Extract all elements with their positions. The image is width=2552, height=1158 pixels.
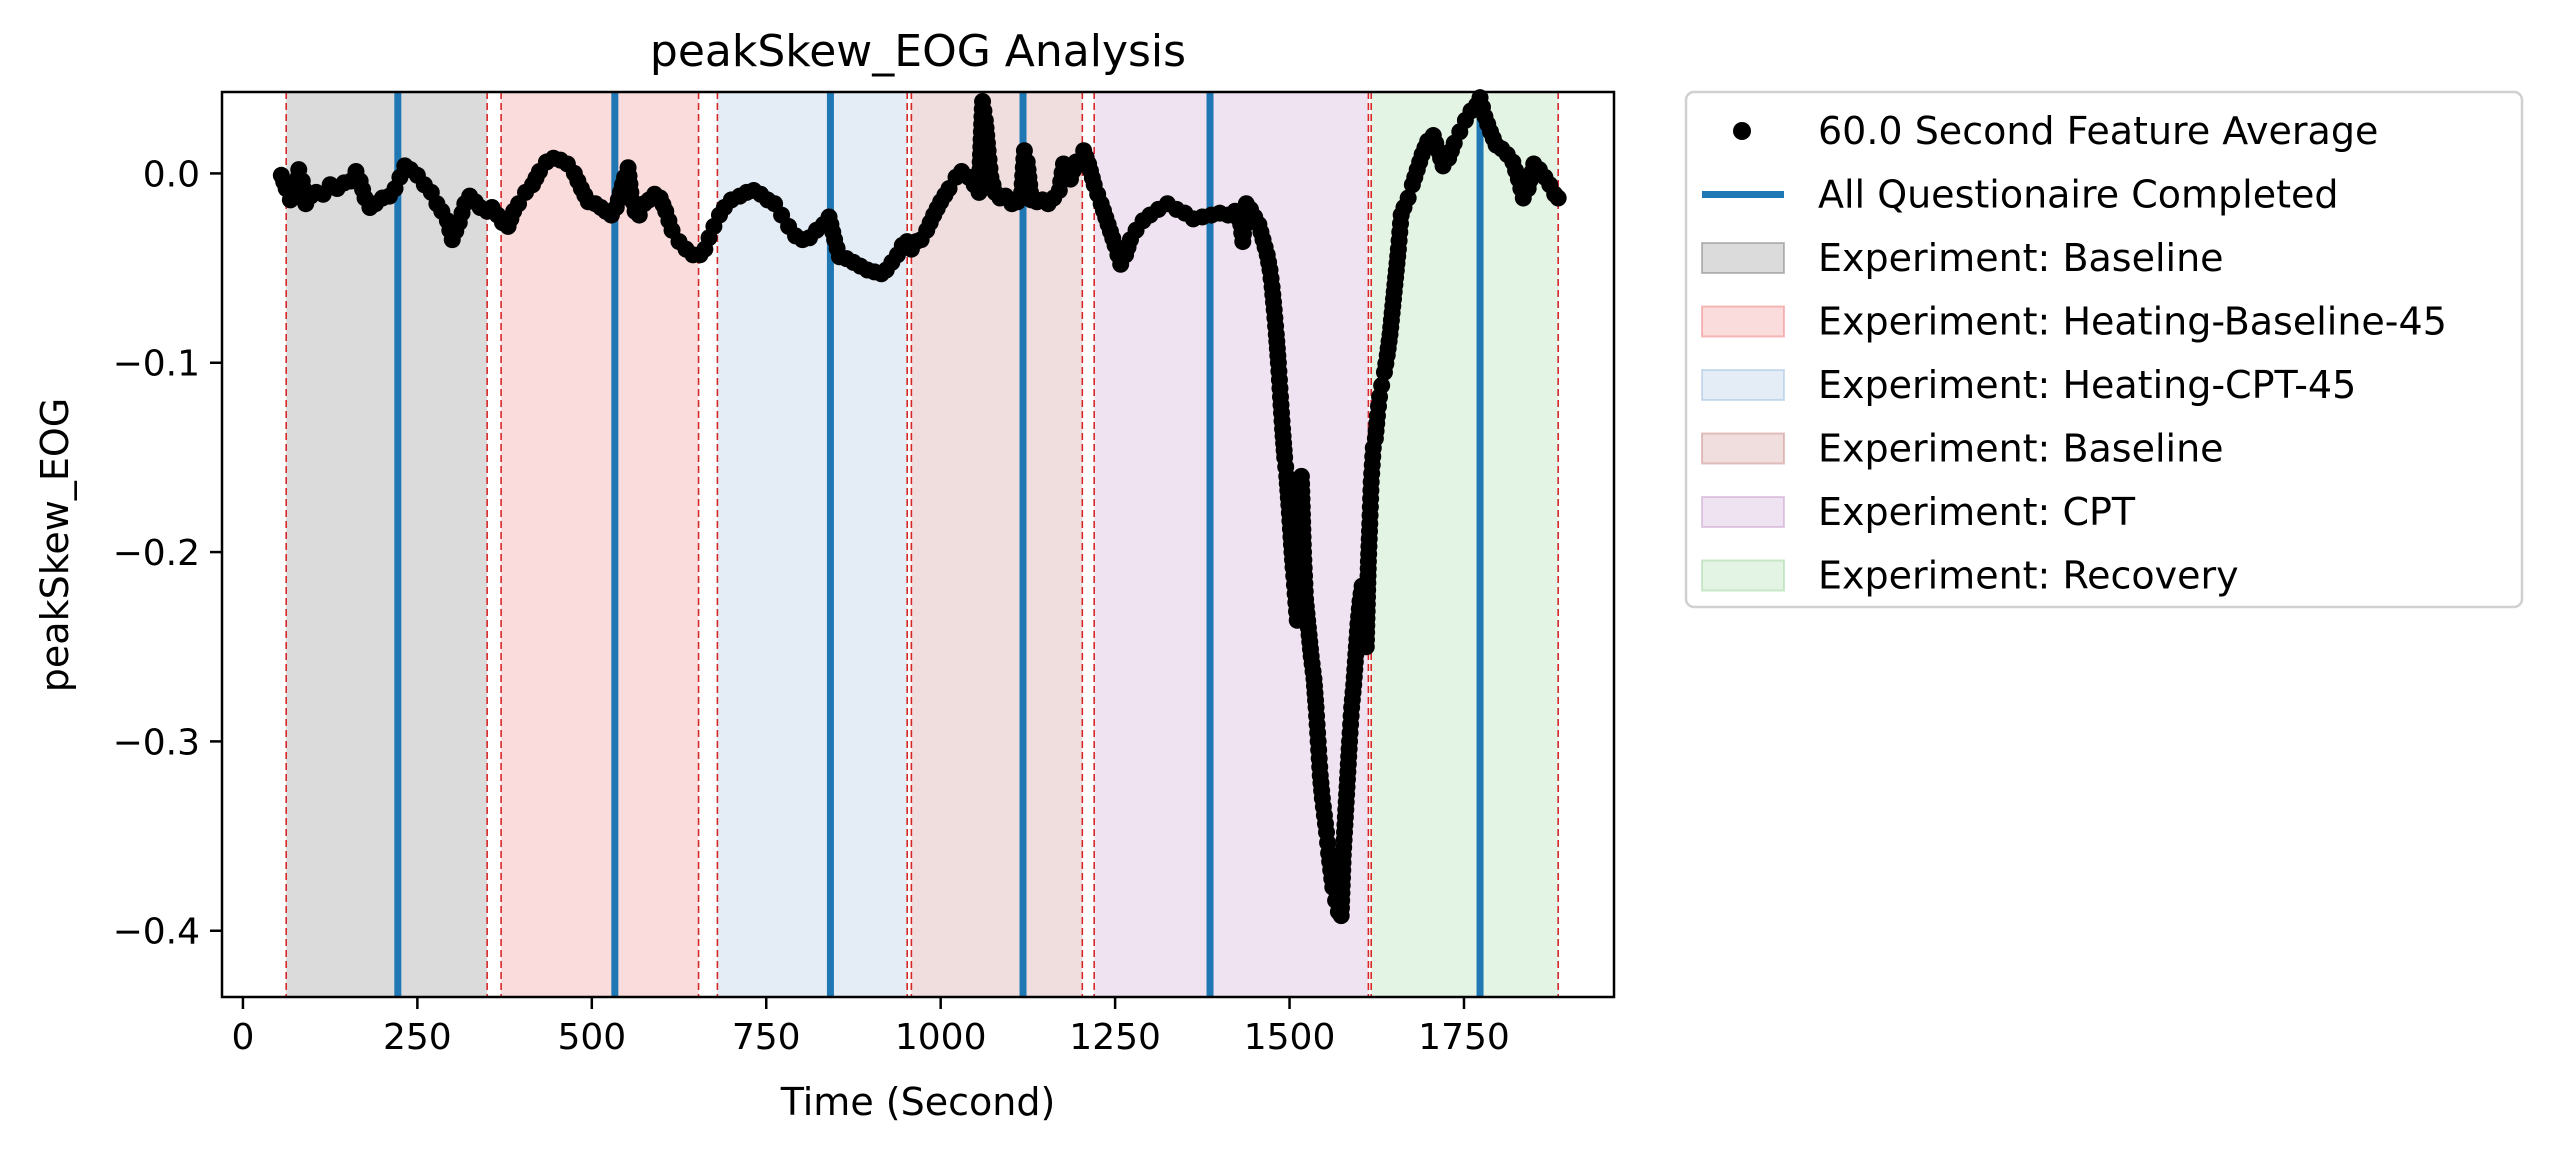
legend-label-2: Experiment: Baseline [1818,236,2224,280]
data-point-450 [1373,376,1391,394]
experiment-boundaries [285,92,1559,997]
data-point-516 [1549,189,1567,207]
legend-patch-7 [1701,559,1785,592]
x-tick-label-7: 1750 [1418,1017,1510,1058]
plot-frame [220,90,1616,999]
y-axis-ticks: 0.0 −0.1 −0.2 −0.3 −0.4 [113,154,222,953]
y-tick-label-2: −0.2 [113,533,200,574]
legend-label-1: All Questionaire Completed [1818,173,2339,217]
legend-patch-5 [1701,432,1785,465]
legend-label-7: Experiment: Recovery [1818,554,2239,598]
x-tick-label-1: 250 [383,1017,452,1058]
x-tick-label-2: 500 [557,1017,626,1058]
legend-label-6: Experiment: CPT [1818,490,2136,534]
legend-box [1684,90,2524,609]
y-tick-label-4: −0.4 [113,912,200,953]
legend-label-3: Experiment: Heating-Baseline-45 [1818,300,2447,344]
legend-patch-3 [1701,305,1785,338]
legend: 60.0 Second Feature Average All Questiona… [1684,90,2524,609]
x-tick-label-0: 0 [231,1017,254,1058]
y-tick-label-1: −0.1 [113,344,200,385]
x-tick-label-3: 750 [732,1017,801,1058]
y-tick-label-0: 0.0 [143,154,200,195]
x-tick-label-4: 1000 [895,1017,987,1058]
questionnaire-lines [394,92,1484,997]
x-axis-ticks: 0 250 500 750 1000 1250 1500 1750 [231,997,1510,1058]
data-point-474 [1399,189,1417,207]
x-axis-label: Time (Second) [780,1080,1056,1124]
legend-marker-0 [1733,122,1751,140]
legend-label-4: Experiment: Heating-CPT-45 [1818,363,2356,407]
x-tick-label-6: 1500 [1244,1017,1336,1058]
x-tick-label-5: 1250 [1069,1017,1161,1058]
legend-patch-6 [1701,496,1785,528]
legend-label-0: 60.0 Second Feature Average [1818,109,2378,153]
legend-patch-4 [1701,369,1785,401]
chart-title: peakSkew_EOG Analysis [650,26,1186,77]
legend-label-5: Experiment: Baseline [1818,427,2224,471]
y-axis-label: peakSkew_EOG [33,398,77,692]
y-tick-label-3: −0.3 [113,722,200,763]
span-3 [911,92,1083,997]
feature-average-points [272,89,1567,925]
legend-patch-2 [1701,242,1785,274]
span-1 [501,92,699,997]
plot-area: 0 250 500 750 1000 1250 1500 1750 0.0 −0.1 −0.2 −0… [113,89,1616,1058]
